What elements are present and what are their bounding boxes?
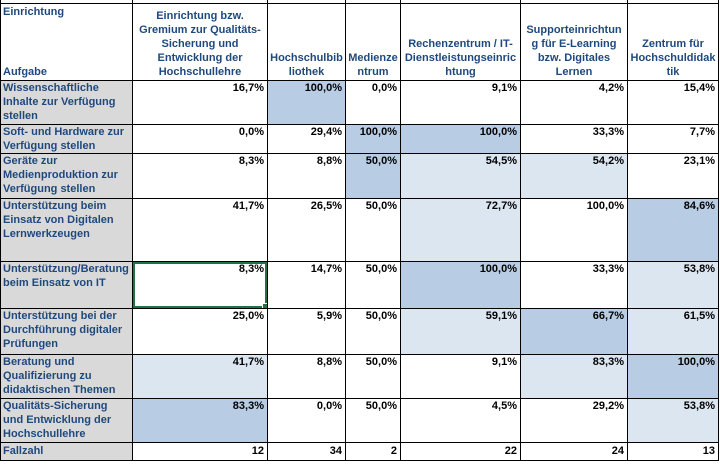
table-row: Qualitäts-Sicherung und Entwicklung der … bbox=[0, 397, 719, 443]
table-row: Wissenschaftliche Inhalte zur Verfügung … bbox=[0, 79, 719, 125]
data-cell[interactable]: 50,0% bbox=[345, 353, 401, 399]
data-cell[interactable]: 26,5% bbox=[267, 197, 346, 262]
clipped-top-row bbox=[0, 0, 719, 4]
data-cell[interactable]: 50,0% bbox=[345, 197, 401, 262]
data-cell[interactable]: 53,8% bbox=[627, 260, 719, 309]
data-cell[interactable]: 15,4% bbox=[627, 79, 719, 125]
data-cell[interactable]: 7,7% bbox=[627, 123, 719, 154]
data-cell[interactable]: 100,0% bbox=[345, 123, 401, 154]
data-cell[interactable]: 50,0% bbox=[345, 152, 401, 199]
footer-cell[interactable]: 12 bbox=[132, 441, 268, 461]
row-label[interactable]: Soft- und Hardware zur Verfügung stellen bbox=[0, 123, 133, 154]
data-cell[interactable]: 16,7% bbox=[132, 79, 268, 125]
data-cell[interactable]: 29,2% bbox=[520, 397, 628, 443]
data-cell[interactable]: 9,1% bbox=[400, 79, 521, 125]
table-row: Soft- und Hardware zur Verfügung stellen… bbox=[0, 123, 719, 154]
data-cell[interactable]: 33,3% bbox=[520, 123, 628, 154]
data-cell[interactable]: 41,7% bbox=[132, 353, 268, 399]
data-cell[interactable]: 29,4% bbox=[267, 123, 346, 154]
data-cell[interactable]: 25,0% bbox=[132, 307, 268, 355]
selected-cell[interactable]: 8,3% bbox=[132, 260, 268, 309]
data-cell[interactable]: 8,3% bbox=[132, 152, 268, 199]
column-header-hochschulbibliothek[interactable]: Hochschulbibliothek bbox=[267, 2, 346, 81]
corner-top-label: Einrichtung bbox=[3, 5, 65, 18]
footer-cell[interactable]: 34 bbox=[267, 441, 346, 461]
column-header-rechenzentrum[interactable]: Rechenzentrum / IT-Dienstleistungseinric… bbox=[400, 2, 521, 81]
table-row: Geräte zur Medienproduktion zur Verfügun… bbox=[0, 152, 719, 199]
data-cell[interactable]: 23,1% bbox=[627, 152, 719, 199]
table-row: Unterstützung beim Einsatz von Digitalen… bbox=[0, 197, 719, 262]
data-cell[interactable]: 53,8% bbox=[627, 397, 719, 443]
data-cell[interactable]: 0,0% bbox=[345, 79, 401, 125]
data-cell[interactable]: 14,7% bbox=[267, 260, 346, 309]
data-cell[interactable]: 100,0% bbox=[520, 197, 628, 262]
table-row: Unterstützung/Beratung beim Einsatz von … bbox=[0, 260, 719, 309]
data-cell[interactable]: 83,3% bbox=[132, 397, 268, 443]
corner-cell[interactable]: Einrichtung Aufgabe bbox=[0, 2, 133, 81]
results-table: Einrichtung Aufgabe Einrichtung bzw. Gre… bbox=[0, 0, 719, 461]
data-cell[interactable]: 4,5% bbox=[400, 397, 521, 443]
row-label[interactable]: Geräte zur Medienproduktion zur Verfügun… bbox=[0, 152, 133, 199]
table-row: Beratung und Qualifizierung zu didaktisc… bbox=[0, 353, 719, 399]
data-cell[interactable]: 41,7% bbox=[132, 197, 268, 262]
data-cell[interactable]: 4,2% bbox=[520, 79, 628, 125]
row-label[interactable]: Wissenschaftliche Inhalte zur Verfügung … bbox=[0, 79, 133, 125]
data-cell[interactable]: 0,0% bbox=[267, 397, 346, 443]
table-row: Unterstützung bei der Durchführung digit… bbox=[0, 307, 719, 355]
row-label[interactable]: Beratung und Qualifizierung zu didaktisc… bbox=[0, 353, 133, 399]
data-cell[interactable]: 8,8% bbox=[267, 152, 346, 199]
row-label[interactable]: Unterstützung bei der Durchführung digit… bbox=[0, 307, 133, 355]
data-cell[interactable]: 50,0% bbox=[345, 260, 401, 309]
data-cell[interactable]: 83,3% bbox=[520, 353, 628, 399]
fallzahl-row: Fallzahl 12 34 2 22 24 13 bbox=[0, 441, 719, 461]
footer-cell[interactable]: 2 bbox=[345, 441, 401, 461]
data-cell[interactable]: 100,0% bbox=[400, 260, 521, 309]
column-header-hochschuldidaktik[interactable]: Zentrum für Hochschuldidaktik bbox=[627, 2, 719, 81]
data-cell[interactable]: 33,3% bbox=[520, 260, 628, 309]
footer-label[interactable]: Fallzahl bbox=[0, 441, 133, 461]
footer-cell[interactable]: 24 bbox=[520, 441, 628, 461]
footer-cell[interactable]: 22 bbox=[400, 441, 521, 461]
header-row: Einrichtung Aufgabe Einrichtung bzw. Gre… bbox=[0, 2, 719, 81]
data-cell[interactable]: 0,0% bbox=[132, 123, 268, 154]
data-cell[interactable]: 66,7% bbox=[520, 307, 628, 355]
data-cell[interactable]: 72,7% bbox=[400, 197, 521, 262]
data-cell[interactable]: 100,0% bbox=[400, 123, 521, 154]
data-cell[interactable]: 84,6% bbox=[627, 197, 719, 262]
data-cell[interactable]: 8,8% bbox=[267, 353, 346, 399]
footer-cell[interactable]: 13 bbox=[627, 441, 719, 461]
row-label[interactable]: Qualitäts-Sicherung und Entwicklung der … bbox=[0, 397, 133, 443]
column-header-qualitaetssicherung[interactable]: Einrichtung bzw. Gremium zur Qualitäts-S… bbox=[132, 2, 268, 81]
data-cell[interactable]: 61,5% bbox=[627, 307, 719, 355]
data-cell[interactable]: 100,0% bbox=[267, 79, 346, 125]
row-label[interactable]: Unterstützung beim Einsatz von Digitalen… bbox=[0, 197, 133, 262]
data-cell[interactable]: 5,9% bbox=[267, 307, 346, 355]
column-header-medienzentrum[interactable]: Medienzentrum bbox=[345, 2, 401, 81]
corner-bottom-label: Aufgabe bbox=[3, 65, 47, 78]
column-header-supporteinrichtung[interactable]: Supporteinrichtung für E-Learning bzw. D… bbox=[520, 2, 628, 81]
data-cell[interactable]: 100,0% bbox=[627, 353, 719, 399]
data-cell[interactable]: 50,0% bbox=[345, 397, 401, 443]
row-label[interactable]: Unterstützung/Beratung beim Einsatz von … bbox=[0, 260, 133, 309]
data-cell[interactable]: 54,2% bbox=[520, 152, 628, 199]
data-cell[interactable]: 50,0% bbox=[345, 307, 401, 355]
data-cell[interactable]: 59,1% bbox=[400, 307, 521, 355]
data-cell[interactable]: 54,5% bbox=[400, 152, 521, 199]
data-cell[interactable]: 9,1% bbox=[400, 353, 521, 399]
